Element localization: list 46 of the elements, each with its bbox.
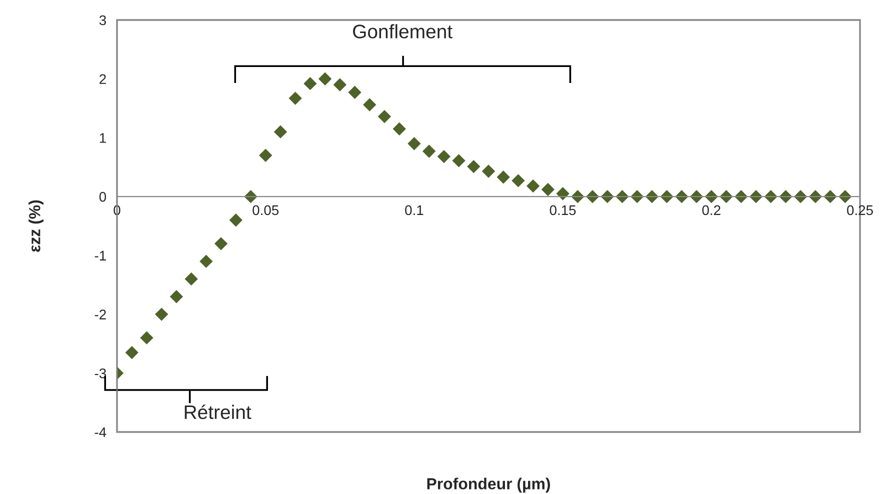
point: [125, 346, 138, 360]
point: [154, 308, 168, 321]
y-tick-label: 3: [99, 15, 106, 26]
annotation: Gonflement: [353, 24, 452, 38]
point: [452, 154, 466, 168]
point: [541, 182, 555, 196]
point: [318, 72, 332, 86]
point: [348, 86, 362, 99]
point: [392, 122, 406, 136]
point: [288, 92, 302, 105]
point: [586, 190, 600, 204]
point: [422, 144, 436, 158]
point: [482, 164, 496, 178]
y-tick-label: 2: [100, 74, 106, 84]
y-tick-label: 1: [100, 133, 106, 143]
point: [214, 237, 228, 250]
y-tick-label: 0: [99, 192, 106, 202]
y-axis-title: εzz (%): [28, 200, 44, 252]
point: [437, 150, 451, 164]
point: [496, 170, 510, 184]
point: [184, 272, 198, 286]
point: [259, 148, 272, 162]
point: [363, 98, 376, 112]
point: [467, 160, 480, 174]
annotation: Rétreint: [184, 404, 252, 420]
x-tick-label: 0.2: [702, 205, 720, 216]
point: [556, 187, 570, 200]
point: [229, 214, 242, 227]
x-tick-label: 0.05: [252, 205, 279, 216]
y-tick-label: -2: [94, 310, 106, 320]
point: [140, 331, 154, 344]
point: [378, 110, 392, 124]
point: [274, 125, 288, 138]
x-tick-label: 0.15: [550, 205, 576, 216]
x-axis-title: Profondeur (µm): [427, 478, 550, 493]
point: [526, 179, 540, 193]
point: [170, 290, 184, 304]
x-tick-label: 0.1: [405, 205, 424, 216]
point: [304, 76, 317, 90]
point: [408, 137, 421, 150]
y-tick-label: -4: [94, 427, 106, 438]
y-tick-label: -1: [94, 250, 106, 260]
point: [200, 254, 213, 268]
x-tick-label: 0.25: [847, 205, 873, 216]
point: [512, 174, 525, 188]
point: [333, 78, 346, 92]
